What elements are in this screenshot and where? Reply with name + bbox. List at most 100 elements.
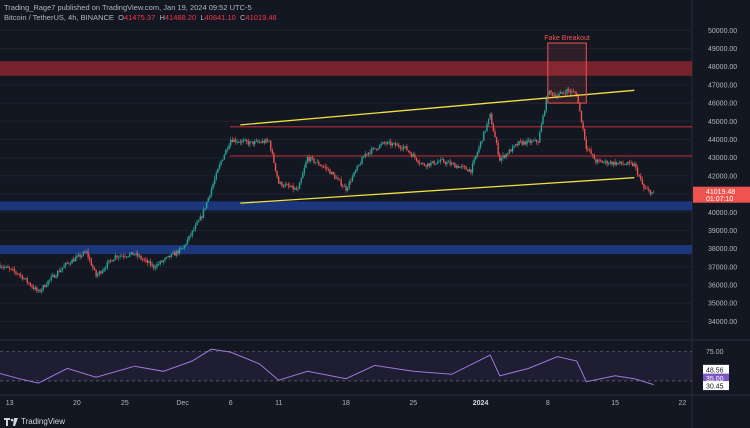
candle-body-324	[518, 140, 520, 146]
candle-body-385	[616, 162, 618, 165]
candle-body-244	[390, 141, 392, 146]
candle-body-335	[535, 139, 538, 143]
candle-body-67	[106, 262, 109, 268]
price-tick-11: 39000.00	[708, 228, 737, 235]
candle-body-54	[85, 251, 88, 253]
candle-body-303	[484, 130, 487, 132]
candle-body-227	[362, 157, 365, 158]
candle-body-356	[569, 90, 571, 93]
candle-body-346	[553, 95, 555, 96]
candle-body-99	[157, 264, 160, 265]
candle-body-118	[188, 235, 190, 240]
candle-body-60	[95, 269, 97, 277]
candle-body-96	[153, 264, 155, 269]
candle-body-62	[98, 271, 101, 275]
candle-body-382	[611, 161, 613, 165]
candle-body-389	[622, 163, 624, 165]
rsi-label-box-1	[703, 364, 729, 374]
time-tick-8: 2024	[473, 400, 489, 407]
candle-body-174	[278, 176, 280, 184]
support-zone-2	[0, 245, 692, 255]
candle-body-163	[260, 142, 262, 143]
candle-body-154	[245, 139, 248, 142]
candle-body-332	[531, 140, 533, 143]
candle-body-282	[451, 163, 453, 165]
candle-body-195	[311, 157, 314, 159]
candle-body-141	[225, 149, 227, 155]
candle-body-81	[129, 253, 131, 257]
ohlc-open: O41475.37	[118, 13, 156, 22]
candle-body-140	[223, 154, 225, 160]
candle-body-233	[372, 147, 374, 149]
candle-body-384	[614, 161, 616, 165]
candle-body-247	[394, 143, 397, 146]
candle-body-249	[398, 144, 400, 147]
candle-body-351	[561, 92, 563, 93]
candle-body-292	[467, 169, 469, 172]
candle-body-283	[452, 163, 455, 165]
candle-body-395	[632, 163, 634, 166]
candle-body-4	[5, 266, 8, 268]
candle-body-307	[491, 114, 493, 125]
candle-body-124	[197, 220, 200, 223]
candle-body-177	[282, 186, 285, 187]
candle-body-123	[196, 222, 198, 226]
candle-body-251	[401, 148, 403, 150]
candle-body-408	[652, 191, 655, 193]
candle-body-266	[425, 165, 427, 167]
candle-body-11	[16, 273, 19, 275]
candle-body-103	[164, 258, 166, 261]
candle-body-358	[572, 91, 575, 92]
candle-body-20	[31, 285, 33, 288]
candle-body-396	[633, 163, 636, 166]
candle-body-336	[537, 142, 539, 143]
candle-body-338	[540, 124, 543, 133]
candle-body-88	[140, 255, 142, 260]
channel-line-lower	[240, 177, 635, 204]
candle-body-328	[524, 141, 527, 145]
candle-body-313	[500, 158, 503, 161]
candle-body-325	[519, 140, 522, 142]
candle-body-94	[149, 261, 152, 266]
price-tick-0: 50000.00	[708, 28, 737, 35]
candle-body-363	[580, 110, 583, 123]
candle-body-82	[130, 252, 133, 254]
candle-body-289	[462, 166, 464, 167]
candle-body-200	[319, 164, 322, 166]
candle-body-314	[502, 155, 504, 159]
price-tick-1: 49000.00	[708, 46, 737, 53]
candle-body-285	[455, 165, 458, 168]
tradingview-branding[interactable]: TradingView	[4, 417, 65, 426]
candle-body-189	[302, 173, 304, 179]
candle-body-175	[279, 182, 282, 184]
candle-body-1	[0, 267, 3, 268]
candle-body-323	[516, 144, 519, 146]
candle-body-153	[244, 139, 246, 141]
candle-body-52	[82, 252, 84, 256]
candle-body-157	[250, 141, 253, 143]
candle-body-406	[649, 190, 652, 195]
candle-body-87	[138, 255, 141, 257]
candle-body-305	[487, 118, 490, 125]
candle-body-102	[162, 260, 165, 263]
candle-body-386	[617, 162, 620, 164]
candle-body-298	[476, 152, 479, 157]
price-label-value: 41019.48	[706, 189, 735, 196]
price-tick-4: 46000.00	[708, 101, 737, 108]
candle-body-42	[66, 262, 68, 264]
candle-body-364	[582, 122, 584, 129]
price-tick-13: 37000.00	[708, 264, 737, 271]
candle-body-209	[334, 174, 336, 179]
candle-body-77	[122, 255, 125, 257]
fake-breakout-label: Fake Breakout	[544, 35, 590, 42]
tradingview-brand-name: TradingView	[21, 417, 66, 426]
candle-body-150	[239, 141, 241, 143]
candle-body-321	[513, 145, 515, 147]
candle-body-18	[28, 282, 30, 284]
candle-body-10	[15, 271, 17, 274]
candle-body-327	[523, 141, 525, 145]
candle-body-372	[595, 159, 597, 163]
candle-body-28	[44, 285, 46, 288]
candle-body-63	[100, 271, 102, 274]
